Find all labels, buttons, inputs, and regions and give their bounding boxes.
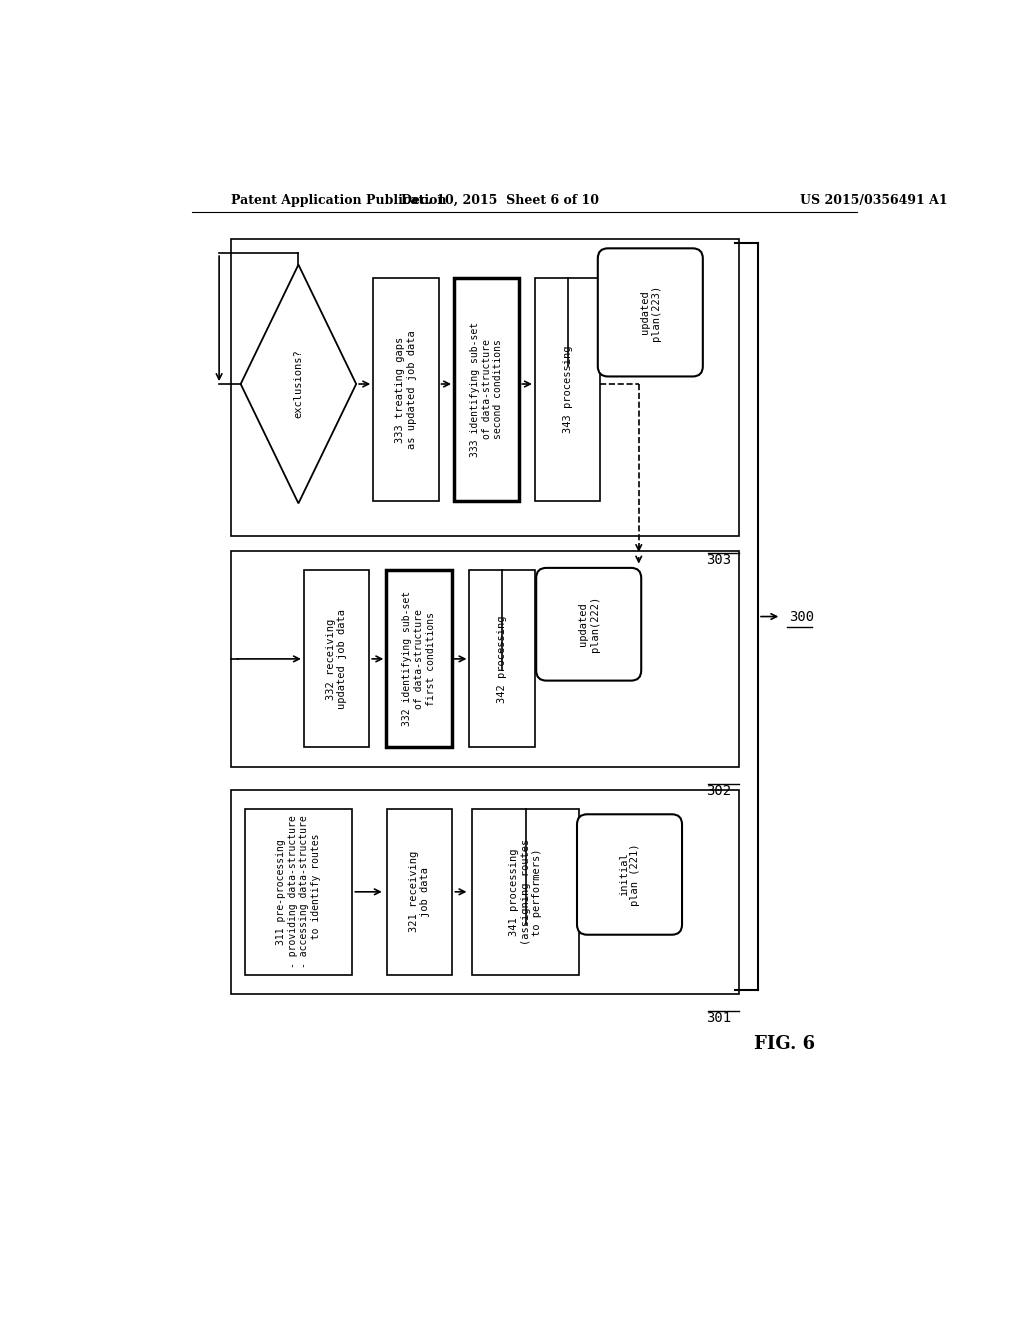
Text: 343 processing: 343 processing [562,346,572,433]
Bar [230,789,739,994]
FancyBboxPatch shape [577,814,682,935]
Text: updated
plan(222): updated plan(222) [578,597,599,652]
Text: 301: 301 [706,1011,731,1024]
Text: 332 receiving
updated job data: 332 receiving updated job data [326,609,347,709]
Bar [373,277,438,502]
Text: Patent Application Publication: Patent Application Publication [230,194,446,207]
Bar [535,277,600,502]
Bar [386,570,452,747]
Bar [245,809,352,974]
Bar [387,809,453,974]
Text: 333 identifying sub-set
of data-structure
second conditions: 333 identifying sub-set of data-structur… [470,322,503,457]
Bar [469,570,535,747]
Text: 341 processing
(assigning routes
to performers): 341 processing (assigning routes to perf… [509,838,542,945]
Text: 303: 303 [706,553,731,566]
Text: 302: 302 [706,784,731,797]
Text: US 2015/0356491 A1: US 2015/0356491 A1 [801,194,948,207]
Text: 321 receiving
job data: 321 receiving job data [409,851,430,932]
Text: updated
plan(223): updated plan(223) [640,284,662,341]
Text: 342 processing: 342 processing [497,615,507,702]
FancyBboxPatch shape [537,568,641,681]
Text: exclusions?: exclusions? [294,350,303,418]
Bar [230,552,739,767]
Bar [472,809,580,974]
FancyBboxPatch shape [598,248,702,376]
Bar [230,239,739,536]
Text: 332 identifying sub-set
of data-structure
first conditions: 332 identifying sub-set of data-structur… [402,591,435,726]
Text: 311 pre-processing
- providing data-structure
- accessing data-structure
  to id: 311 pre-processing - providing data-stru… [276,816,321,968]
Text: 333 treating gaps
as updated job data: 333 treating gaps as updated job data [395,330,417,449]
Text: 300: 300 [788,610,814,623]
Text: initial
plan (221): initial plan (221) [618,843,640,906]
Bar [304,570,370,747]
Bar [454,277,519,502]
Polygon shape [241,264,356,503]
Text: Dec. 10, 2015  Sheet 6 of 10: Dec. 10, 2015 Sheet 6 of 10 [401,194,599,207]
Text: FIG. 6: FIG. 6 [755,1035,815,1053]
